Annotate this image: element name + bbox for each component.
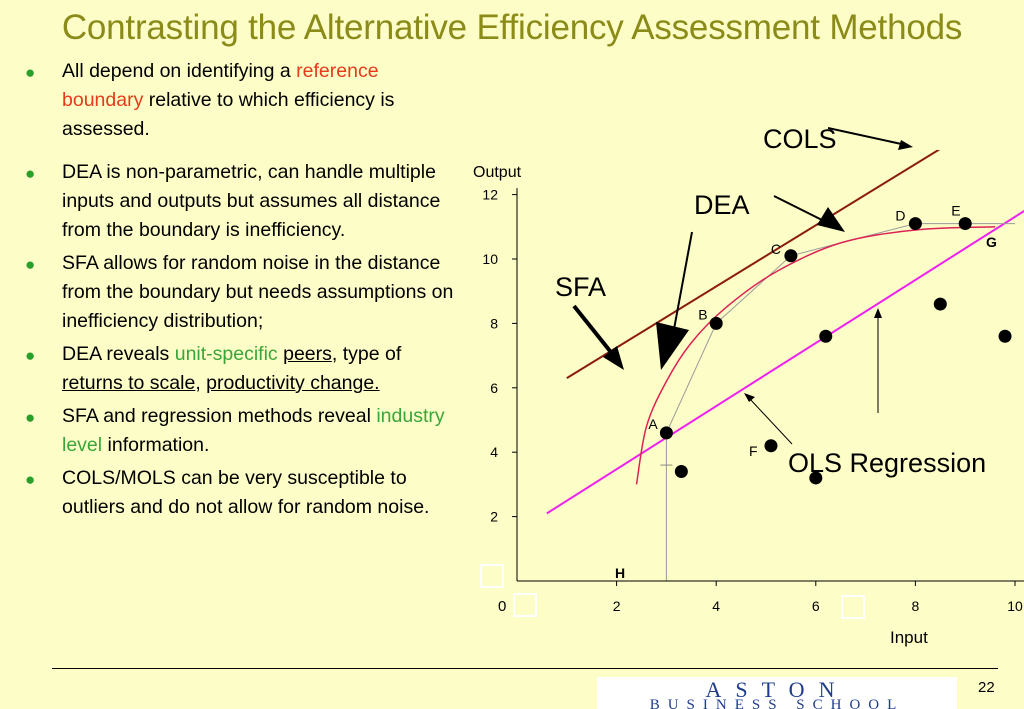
- bullet-icon: ●: [25, 408, 36, 427]
- bullet-sfa-regression: ● SFA and regression methods reveal indu…: [25, 402, 455, 460]
- cols-arrowhead: [898, 140, 913, 150]
- y-tick-label: 2: [490, 509, 498, 525]
- data-point-b: [709, 316, 723, 330]
- dea-b-arrow-line: [671, 231, 693, 341]
- x-tick-label: 4: [712, 598, 720, 614]
- footer-divider: [52, 668, 998, 669]
- data-point-f: [764, 439, 778, 453]
- logo-sub-text: BUSINESS SCHOOL: [649, 697, 905, 709]
- sfa-arrow-line: [572, 304, 616, 358]
- bullet-text-tail: information.: [102, 434, 210, 456]
- point-label-b: B: [698, 306, 707, 322]
- y-tick-label: 8: [490, 315, 498, 331]
- point-label-e: E: [951, 203, 960, 219]
- bullet-icon: ●: [25, 164, 36, 183]
- dea-b-arrowhead: [656, 322, 689, 370]
- cols-line: [566, 150, 941, 379]
- ols-regression-line: [546, 209, 1024, 515]
- data-point-c: [784, 249, 798, 263]
- placeholder-box: [513, 593, 537, 617]
- peers-link: peers: [283, 343, 332, 365]
- y-tick-label: 4: [490, 444, 498, 460]
- bullet-text: SFA allows for random noise in the dista…: [62, 252, 454, 332]
- point-label-f: F: [749, 443, 758, 459]
- bullet-cols-mols: ● COLS/MOLS can be very susceptible to o…: [25, 464, 455, 522]
- x-tick-label: 2: [613, 598, 621, 614]
- bullet-text: DEA is non-parametric, can handle multip…: [62, 161, 441, 241]
- bullet-punct: ,: [331, 343, 338, 365]
- data-point-e: [958, 217, 972, 231]
- bullet-punct: ,: [195, 372, 207, 394]
- ols-arrowhead: [744, 393, 755, 402]
- h-label: H: [615, 565, 625, 581]
- ols-arrowhead: [874, 308, 882, 318]
- data-point: [933, 297, 947, 311]
- y-tick-label: 10: [482, 251, 498, 267]
- bullet-icon: ●: [25, 346, 36, 365]
- data-point: [819, 329, 833, 343]
- placeholder-box: [841, 595, 865, 619]
- productivity-change-link: productivity change.: [206, 372, 380, 394]
- point-label-c: C: [771, 241, 781, 257]
- bullet-text: COLS/MOLS can be very susceptible to out…: [62, 467, 430, 518]
- data-point-d: [908, 217, 922, 231]
- bullet-text-tail: relative to which efficiency is assessed…: [62, 89, 395, 140]
- origin-label: 0: [498, 598, 506, 615]
- cols-label: COLS: [763, 124, 837, 154]
- point-label-a: A: [648, 416, 658, 432]
- x-tick-label: 6: [812, 598, 820, 614]
- data-point-a: [659, 426, 673, 440]
- data-point: [809, 471, 823, 485]
- bullet-text: All depend on identifying a: [62, 60, 297, 82]
- dea-label: DEA: [694, 190, 750, 220]
- dea-arrowhead: [817, 207, 845, 232]
- bullet-dea: ● DEA is non-parametric, can handle mult…: [25, 158, 455, 245]
- bullet-text-mid: type of: [337, 343, 402, 365]
- bullet-sfa: ● SFA allows for random noise in the dis…: [25, 249, 455, 336]
- aston-logo: ASTON BUSINESS SCHOOL: [597, 677, 957, 709]
- bullet-text: DEA reveals: [62, 343, 175, 365]
- cols-arrow-line: [827, 127, 907, 146]
- g-label: G: [986, 234, 997, 250]
- ols-regression-label: OLS Regression: [788, 448, 986, 478]
- returns-to-scale-link: returns to scale: [62, 372, 196, 394]
- industry-level-highlight: industry level: [62, 405, 445, 456]
- page-number: 22: [978, 679, 995, 696]
- bullet-icon: ●: [25, 470, 36, 489]
- bullet-icon: ●: [25, 63, 36, 82]
- bullet-text: SFA and regression methods reveal: [62, 405, 377, 427]
- data-point: [998, 329, 1012, 343]
- y-axis-label: Output: [473, 164, 522, 181]
- bullet-dea-reveals: ● DEA reveals unit-specific peers, type …: [25, 340, 455, 398]
- sfa-arrowhead: [603, 346, 624, 370]
- data-point: [674, 465, 688, 479]
- unit-specific-highlight: unit-specific: [174, 343, 278, 365]
- placeholder-box: [480, 564, 504, 588]
- y-tick-label: 12: [482, 187, 498, 203]
- reference-boundary-highlight: reference boundary: [62, 60, 379, 111]
- x-axis-label: Input: [890, 628, 928, 647]
- y-tick-label: 6: [490, 380, 498, 396]
- sfa-label: SFA: [555, 272, 606, 302]
- slide-title: Contrasting the Alternative Efficiency A…: [61, 8, 963, 47]
- point-label-d: D: [895, 208, 905, 224]
- logo-main-text: ASTON: [705, 677, 849, 702]
- bullet-icon: ●: [25, 255, 36, 274]
- bullet-reference-boundary: ● All depend on identifying a reference …: [25, 57, 455, 144]
- sfa-curve: [635, 226, 996, 485]
- x-tick-label: 8: [912, 598, 920, 614]
- bullet-list: ● All depend on identifying a reference …: [25, 57, 455, 522]
- dea-frontier-line: [665, 223, 1015, 581]
- x-tick-label: 10: [1007, 598, 1023, 614]
- ols-arrow-line: [748, 397, 793, 445]
